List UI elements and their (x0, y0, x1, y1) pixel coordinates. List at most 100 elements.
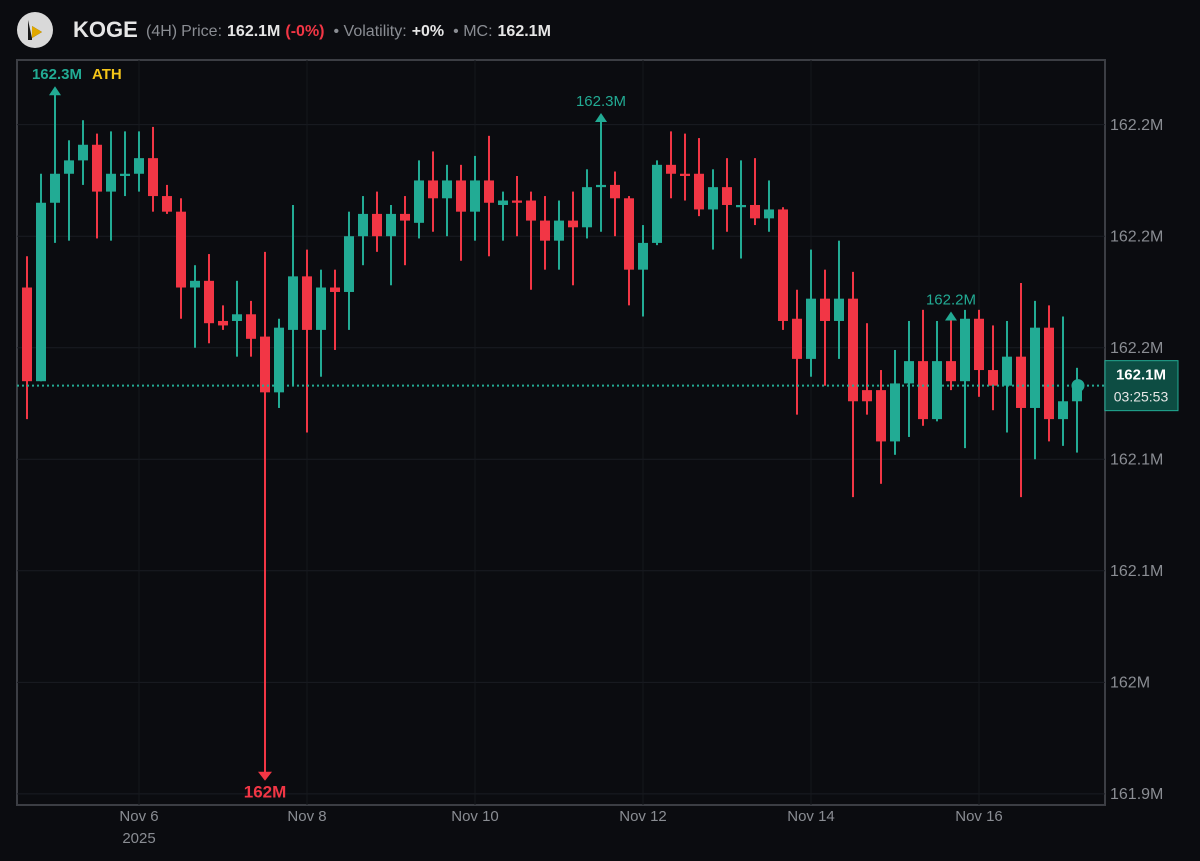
interval: (4H) (146, 23, 177, 40)
candle-body (638, 242, 648, 270)
candle-body (820, 298, 830, 321)
x-tick-label: Nov 8 (287, 808, 326, 825)
candle-body (596, 184, 606, 188)
candle-body (64, 160, 74, 174)
candle-body (148, 158, 158, 197)
candle-body (386, 213, 396, 237)
candle-body (232, 314, 242, 321)
candle-body (134, 158, 144, 174)
candle-body (876, 390, 886, 442)
candle-body (176, 211, 186, 288)
plot-frame (16, 59, 1106, 806)
candle-body (904, 361, 914, 384)
candle-body (736, 204, 746, 208)
y-tick-label: 162.2M (1110, 228, 1163, 245)
candle-body (1058, 401, 1068, 420)
marker-tag: ATH (92, 66, 122, 83)
candle-body (372, 213, 382, 237)
candle-body (708, 187, 718, 210)
candle-body (750, 204, 760, 219)
y-tick-label: 162M (1110, 675, 1150, 692)
logo (17, 12, 53, 48)
candle-body (274, 327, 284, 393)
candle-body (400, 213, 410, 221)
marker-arrow (945, 311, 957, 321)
candle-body (1016, 356, 1026, 408)
candle-body (414, 180, 424, 223)
volatility-label: • Volatility: (334, 23, 407, 40)
candle-body (106, 173, 116, 192)
x-tick-label: Nov 10 (451, 808, 499, 825)
candle-body (246, 314, 256, 339)
x-tick-label: Nov 14 (787, 808, 835, 825)
countdown: 03:25:53 (1114, 388, 1169, 404)
candle-body (36, 202, 46, 382)
candle-body (526, 200, 536, 221)
marker-label: 162.3M (32, 66, 82, 83)
x-tick-label: Nov 16 (955, 808, 1003, 825)
marker-arrow (49, 86, 61, 96)
x-tick-label: Nov 12 (619, 808, 667, 825)
candle-body (806, 298, 816, 359)
candle-body (778, 209, 788, 321)
candle-body (568, 220, 578, 228)
y-tick-label: 162.1M (1110, 451, 1163, 468)
volatility: +0% (412, 23, 444, 40)
candle-body (932, 361, 942, 420)
candle-body (358, 213, 368, 237)
candle-body (218, 320, 228, 326)
candle-body (120, 173, 130, 176)
candle-body (918, 361, 928, 420)
candle-body (652, 164, 662, 243)
candle-body (22, 287, 32, 382)
marker-label: 162.2M (926, 291, 976, 308)
year-label: 2025 (122, 830, 155, 847)
candle-body (302, 276, 312, 330)
candle-body (162, 196, 172, 212)
candle-body (946, 361, 956, 382)
candle-body (1030, 327, 1040, 408)
y-tick-label: 162.2M (1110, 340, 1163, 357)
candle-body (442, 180, 452, 199)
marker-arrow (258, 771, 272, 781)
candle-body (330, 287, 340, 292)
candle-body (498, 200, 508, 205)
candle-body (974, 318, 984, 371)
marker-label: 162M (244, 782, 287, 801)
candle-body (1002, 356, 1012, 386)
candle-body (764, 209, 774, 219)
candle-body (848, 298, 858, 402)
candle-body (288, 276, 298, 330)
candle-body (260, 336, 270, 393)
symbol: KOGE (73, 17, 138, 42)
header-info: (4H) Price: 162.1M (-0%) • Volatility: +0% • M… (146, 23, 551, 40)
candle-body (92, 144, 102, 192)
candle-body (722, 187, 732, 205)
price-box (1104, 360, 1179, 412)
candle-body (78, 144, 88, 161)
price: 162.1M (227, 23, 280, 40)
price-box-label: 162.1M (1116, 367, 1166, 384)
candle-body (484, 180, 494, 203)
x-tick-label: Nov 6 (119, 808, 158, 825)
candle-body (204, 280, 214, 324)
candle-body (1072, 385, 1082, 402)
last-candle-dot (1071, 379, 1085, 393)
candle-body (890, 383, 900, 442)
candle-body (666, 164, 676, 174)
change: (-0%) (285, 23, 324, 40)
candle-body (694, 173, 704, 210)
candle-body (428, 180, 438, 199)
y-tick-label: 162.1M (1110, 563, 1163, 580)
candle-body (834, 298, 844, 321)
candle-body (1044, 327, 1054, 420)
marker-label: 162.3M (576, 93, 626, 110)
candle-body (470, 180, 480, 212)
candle-body (610, 184, 620, 199)
candle-body (190, 280, 200, 288)
candle-body (988, 370, 998, 386)
y-tick-label: 162.2M (1110, 117, 1163, 134)
marker-arrow (595, 112, 607, 122)
candle-body (50, 173, 60, 203)
